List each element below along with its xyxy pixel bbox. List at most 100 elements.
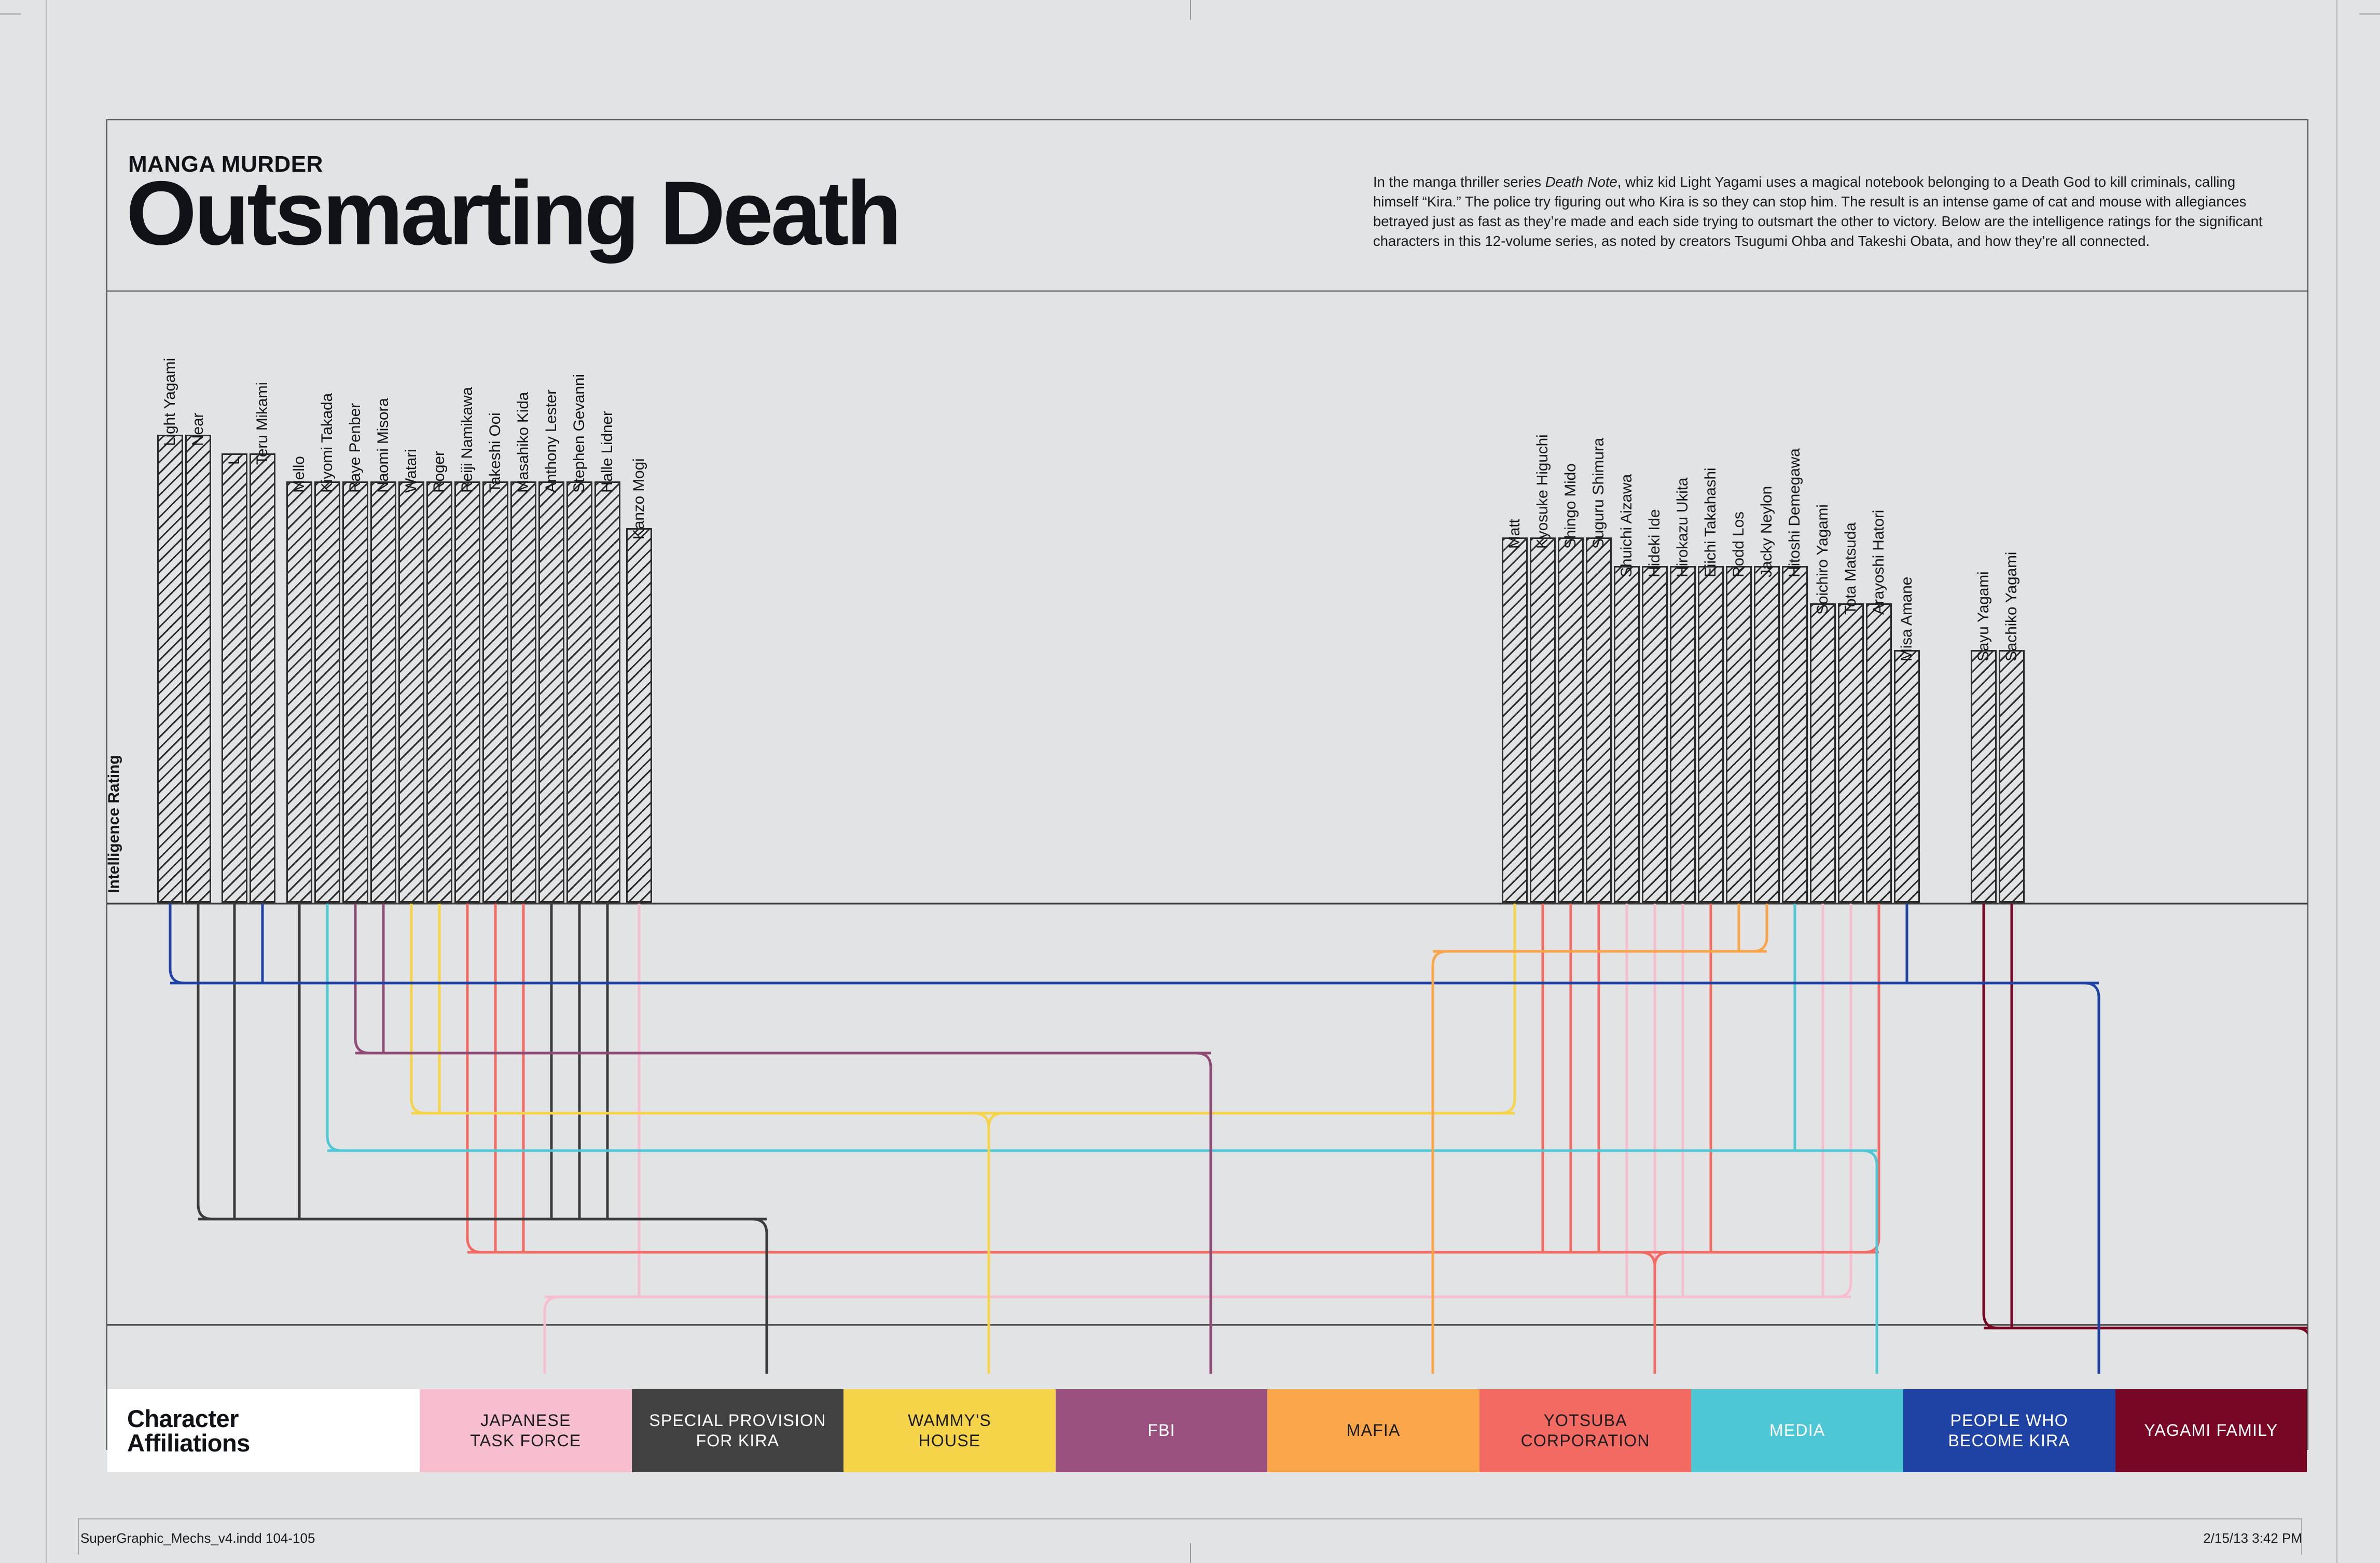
affiliation-line [326, 904, 342, 1152]
legend-item-special-provision-for-kira[interactable]: SPECIAL PROVISION FOR KIRA [631, 1389, 844, 1472]
bar-label: Takeshi Ooi [487, 412, 504, 493]
legend-item-japanese-task-force[interactable]: JAPANESE TASK FORCE [420, 1389, 632, 1472]
kicker-label: MANGA MURDER [128, 151, 323, 177]
bar-label: Masahiko Kida [515, 392, 532, 493]
legend-item-mafia[interactable]: MAFIA [1267, 1389, 1479, 1472]
bar-label: Halle Lidner [599, 411, 616, 493]
bar [626, 528, 652, 903]
crop-mark-right [2359, 13, 2380, 15]
affiliation-line [466, 904, 482, 1254]
affiliation-line [974, 1112, 1004, 1374]
affiliation-flow-panel [107, 904, 2307, 1374]
bar-label: Watari [403, 449, 420, 493]
bar-label: Hirokazu Ukita [1674, 477, 1691, 577]
legend-item-label: YAGAMI FAMILY [2144, 1421, 2278, 1440]
affiliation-line [1836, 904, 1852, 1298]
legend-title-line2: Affiliations [127, 1429, 250, 1457]
bar [1999, 650, 2025, 903]
bar-label: Kiyomi Takada [319, 393, 336, 493]
bar-label: Naomi Misora [375, 398, 392, 493]
bar-label: Kanzo Mogi [630, 458, 647, 540]
affiliation-line [752, 1218, 768, 1374]
bar-label: Sayu Yagami [1975, 571, 1992, 661]
flow-lines-svg [107, 904, 2307, 1374]
bar-label: Raye Penber [347, 403, 364, 493]
affiliation-line [1862, 1149, 1878, 1374]
legend-item-label: JAPANESE TASK FORCE [470, 1410, 582, 1450]
affiliation-line [1196, 1052, 1212, 1374]
footer-divider [78, 1518, 2302, 1519]
page-title: Outsmarting Death [126, 163, 902, 264]
bar [566, 481, 592, 903]
bar-label: Reiji Namikawa [459, 387, 476, 493]
legend-item-people-who-become-kira[interactable]: PEOPLE WHO BECOME KIRA [1903, 1389, 2115, 1472]
legend-item-wammy-s-house[interactable]: WAMMY'S HOUSE [843, 1389, 1056, 1472]
bar [1642, 566, 1668, 903]
bar [538, 481, 564, 903]
intro-text-before: In the manga thriller series [1373, 174, 1545, 190]
bar-label: Jacky Neylon [1758, 486, 1775, 577]
bar [1502, 537, 1528, 903]
bar-label: Soichiro Yagami [1814, 504, 1831, 615]
bar [1782, 566, 1808, 903]
bar-label: Mello [290, 456, 308, 493]
legend-item-media[interactable]: MEDIA [1691, 1389, 1903, 1472]
footer-filename: SuperGraphic_Mechs_v4.indd 104-105 [80, 1530, 315, 1546]
bar-label: Shuichi Aizawa [1618, 474, 1635, 577]
legend-item-label: FBI [1147, 1421, 1175, 1440]
footer-tick-right [2301, 1518, 2302, 1555]
affiliation-line [197, 904, 213, 1221]
bar-label: Kyosuke Higuchi [1534, 434, 1551, 549]
bar [1586, 537, 1612, 903]
affiliation-line [543, 1295, 560, 1374]
bar-label: Light Yagami [161, 358, 178, 446]
bar-label: Arayoshi Hatori [1870, 509, 1887, 615]
legend-item-label: PEOPLE WHO BECOME KIRA [1948, 1410, 2070, 1450]
bar-label: Misa Amane [1898, 576, 1915, 661]
crop-mark-left [0, 13, 21, 15]
bar [1670, 566, 1696, 903]
legend-item-fbi[interactable]: FBI [1055, 1389, 1268, 1472]
bar [222, 453, 247, 903]
bar [370, 481, 396, 903]
bar-label: Suguru Shimura [1590, 438, 1607, 549]
affiliation-line [354, 904, 370, 1055]
legend-item-label: YOTSUBA CORPORATION [1520, 1410, 1650, 1450]
bar-label: L [226, 456, 243, 465]
bar [594, 481, 620, 903]
bar [510, 481, 536, 903]
bar-label: Stephen Gevanni [571, 374, 588, 493]
bar [1838, 603, 1864, 903]
crop-mark-bottom [1190, 1543, 1191, 1563]
bar [1866, 603, 1892, 903]
affiliation-line [1752, 904, 1768, 953]
bar-label: Sachiko Yagami [2003, 551, 2020, 661]
affiliation-line [1640, 1251, 1670, 1374]
affiliation-line [410, 904, 426, 1115]
bar [250, 453, 275, 903]
bar [342, 481, 368, 903]
bar [157, 435, 183, 903]
affiliation-legend: Character Affiliations JAPANESE TASK FORCE S… [107, 1389, 2307, 1472]
legend-item-yotsuba-corporation[interactable]: YOTSUBA CORPORATION [1479, 1389, 1692, 1472]
bar [398, 481, 424, 903]
bar [1558, 537, 1584, 903]
bar-label: Near [189, 412, 206, 446]
affiliation-line [2295, 1326, 2307, 1335]
bar [1698, 566, 1724, 903]
bar-label: Tota Matsuda [1842, 522, 1859, 615]
bar [1726, 566, 1752, 903]
bar-label: Anthony Lester [543, 390, 560, 493]
bar-label: Shingo Mido [1562, 463, 1579, 549]
legend-item-label: SPECIAL PROVISION FOR KIRA [649, 1410, 826, 1450]
bar-label: Roger [431, 451, 448, 493]
legend-item-yagami-family[interactable]: YAGAMI FAMILY [2115, 1389, 2307, 1472]
bar-label: Hitoshi Demegawa [1786, 448, 1803, 577]
footer-timestamp: 2/15/13 3:42 PM [2203, 1530, 2302, 1546]
bar [1754, 566, 1780, 903]
bar [185, 435, 211, 903]
intro-text-after: , whiz kid Light Yagami uses a magical n… [1373, 174, 2263, 249]
bar [1971, 650, 1997, 903]
bar [286, 481, 312, 903]
